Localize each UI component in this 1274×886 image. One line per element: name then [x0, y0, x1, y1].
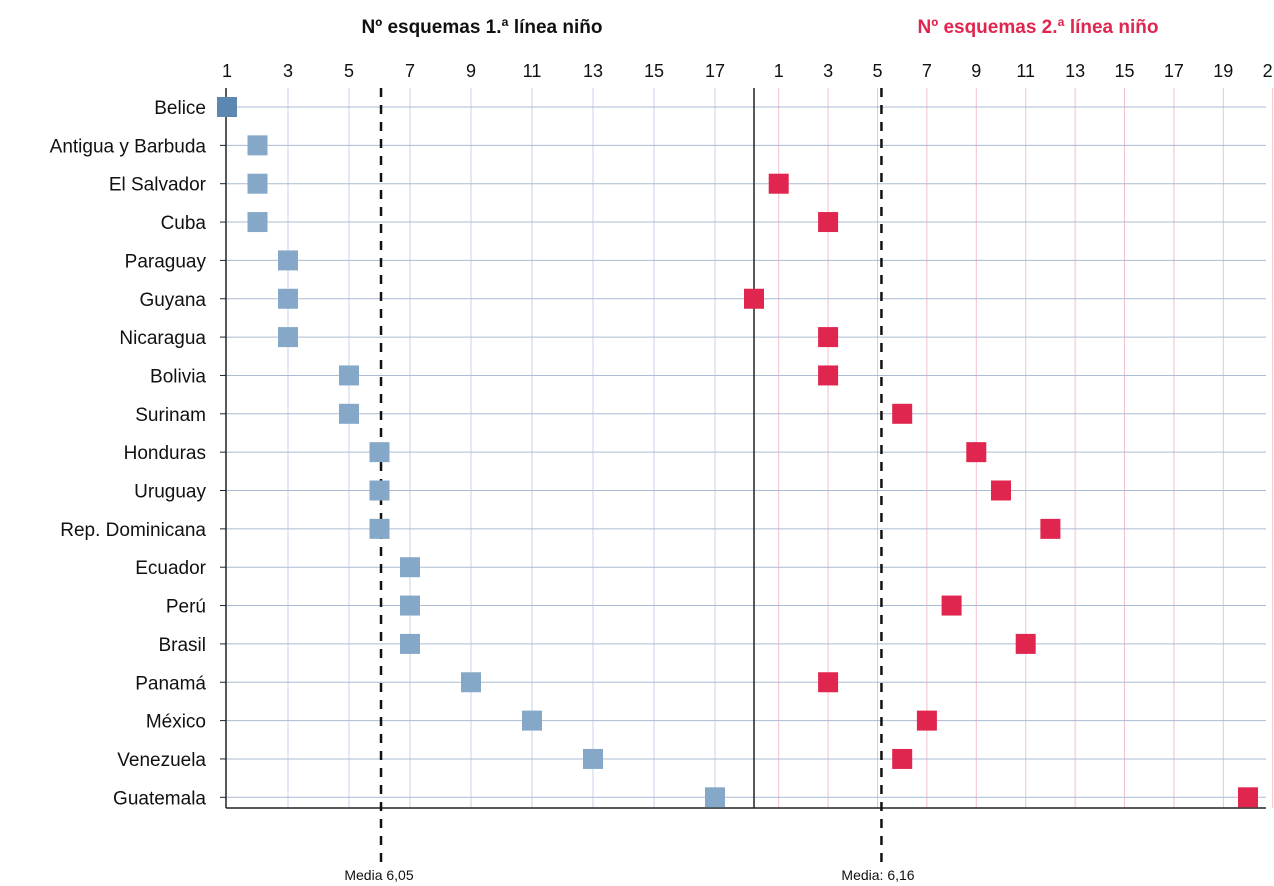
- right-data-point: [966, 442, 987, 463]
- left-data-point: [369, 442, 390, 463]
- right-tick-label: 15: [1114, 61, 1134, 81]
- left-data-point: [247, 212, 268, 233]
- left-mean-label: Media 6,05: [344, 867, 413, 883]
- country-label: Guyana: [139, 290, 206, 311]
- left-data-point: [278, 288, 298, 309]
- left-tick-label: 15: [644, 61, 664, 81]
- left-panel-title: Nº esquemas 1.ª línea niño: [362, 17, 603, 38]
- right-tick-label: 1: [774, 61, 784, 81]
- country-label: Ecuador: [135, 558, 206, 579]
- left-tick-label: 7: [405, 61, 415, 81]
- right-data-point: [1040, 518, 1061, 539]
- country-label: Rep. Dominicana: [60, 520, 206, 541]
- left-data-point: [461, 672, 481, 693]
- left-data-point: [278, 327, 298, 348]
- right-data-point: [768, 173, 789, 194]
- right-tick-label: 11: [1016, 61, 1035, 81]
- country-label: Venezuela: [117, 750, 206, 771]
- country-label: Surinam: [135, 405, 206, 426]
- right-tick-label: 21: [1263, 61, 1274, 81]
- right-tick-label: 9: [971, 61, 981, 81]
- right-data-point: [892, 748, 913, 769]
- left-tick-label: 1: [222, 61, 232, 81]
- right-data-point: [744, 288, 764, 309]
- left-tick-label: 3: [283, 61, 293, 81]
- right-mean-label: Media: 6,16: [841, 867, 914, 883]
- left-data-point: [400, 595, 420, 616]
- country-label: Nicaragua: [119, 328, 206, 349]
- right-tick-label: 13: [1065, 61, 1085, 81]
- country-label: Antigua y Barbuda: [50, 136, 207, 157]
- left-data-point: [247, 135, 268, 156]
- right-tick-label: 17: [1164, 61, 1184, 81]
- left-data-point: [217, 97, 237, 117]
- right-data-point: [916, 710, 937, 731]
- right-data-point: [818, 212, 839, 233]
- right-tick-label: 19: [1213, 61, 1233, 81]
- left-data-point: [369, 518, 390, 539]
- right-data-point: [818, 327, 839, 348]
- country-label: Paraguay: [125, 251, 207, 272]
- country-label: Brasil: [158, 635, 206, 656]
- country-label: El Salvador: [109, 175, 207, 196]
- left-data-point: [339, 403, 359, 424]
- right-data-point: [892, 403, 913, 424]
- right-data-point: [1238, 787, 1258, 808]
- country-label: Bolivia: [150, 366, 206, 387]
- left-tick-label: 9: [466, 61, 476, 81]
- right-tick-label: 7: [922, 61, 932, 81]
- left-data-point: [583, 748, 603, 769]
- left-data-point: [522, 710, 542, 731]
- country-label: Honduras: [124, 443, 206, 464]
- right-data-point: [818, 365, 839, 386]
- right-tick-label: 3: [823, 61, 833, 81]
- right-data-point: [818, 672, 839, 693]
- country-label: Belice: [154, 98, 206, 119]
- right-data-point: [941, 595, 962, 616]
- right-tick-label: 5: [872, 61, 882, 81]
- left-data-point: [369, 480, 390, 501]
- left-data-point: [705, 787, 725, 808]
- right-data-point: [1015, 633, 1036, 654]
- left-data-point: [400, 557, 420, 578]
- left-data-point: [339, 365, 359, 386]
- left-data-point: [247, 173, 268, 194]
- country-label: Panamá: [135, 673, 206, 694]
- country-label: Cuba: [161, 213, 207, 234]
- right-panel-title: Nº esquemas 2.ª línea niño: [918, 17, 1159, 38]
- left-tick-label: 5: [344, 61, 354, 81]
- left-tick-label: 17: [705, 61, 725, 81]
- country-label: México: [146, 712, 206, 733]
- right-data-point: [991, 480, 1011, 501]
- left-data-point: [278, 250, 298, 271]
- country-label: Guatemala: [113, 788, 206, 809]
- country-label: Uruguay: [134, 482, 206, 503]
- left-data-point: [400, 633, 420, 654]
- country-label: Perú: [166, 597, 206, 618]
- left-tick-label: 13: [583, 61, 603, 81]
- left-tick-label: 11: [523, 61, 542, 81]
